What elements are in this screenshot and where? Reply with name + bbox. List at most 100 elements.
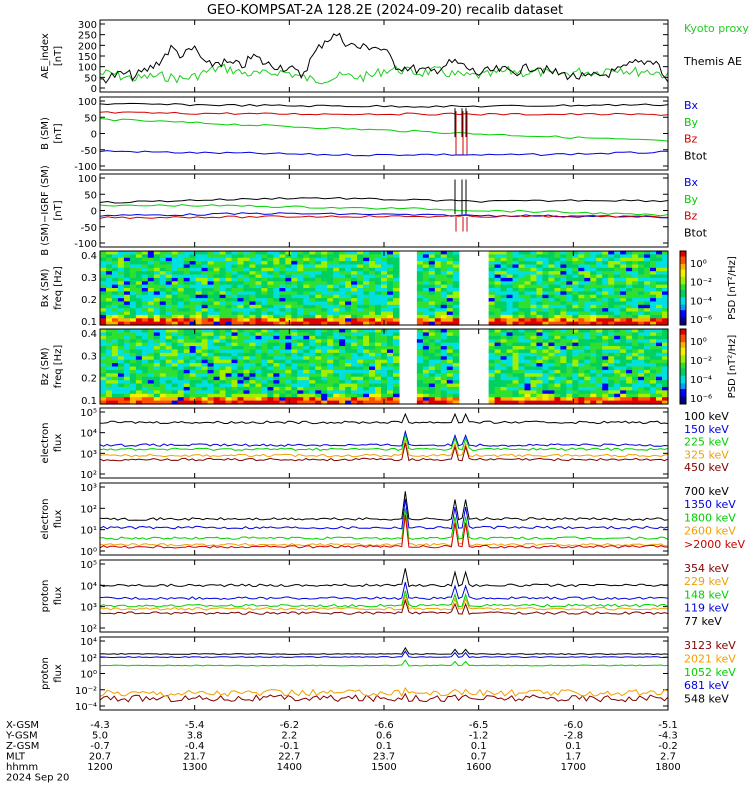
- spectrogram-cell: [512, 397, 520, 402]
- spectrogram-cell: [530, 393, 538, 398]
- spectrogram-cell: [201, 301, 209, 306]
- spectrogram-cell: [632, 397, 639, 402]
- spectrogram-cell: [297, 264, 304, 269]
- spectrogram-cell: [219, 332, 227, 337]
- spectrogram-cell: [662, 332, 669, 337]
- spectrogram-cell: [452, 400, 460, 405]
- y-tick-label: 100: [78, 174, 97, 185]
- spectrogram-cell: [225, 363, 233, 368]
- spectrogram-cell: [584, 349, 591, 354]
- spectrogram-cell: [638, 281, 645, 286]
- spectrogram-cell: [392, 386, 400, 391]
- spectrogram-cell: [620, 380, 627, 385]
- spectrogram-cell: [620, 376, 627, 381]
- spectrogram-cell: [554, 386, 561, 391]
- spectrogram-cell: [392, 284, 400, 289]
- spectrogram-cell: [327, 311, 334, 316]
- spectrogram-cell: [201, 332, 209, 337]
- spectrogram-cell: [297, 294, 304, 299]
- spectrogram-cell: [357, 267, 364, 272]
- spectrogram-cell: [500, 318, 508, 323]
- spectrogram-cell: [321, 267, 328, 272]
- spectrogram-cell: [339, 380, 346, 385]
- spectrogram-cell: [560, 284, 567, 289]
- spectrogram-cell: [273, 291, 280, 296]
- spectrogram-cell: [255, 301, 263, 306]
- spectrogram-cell: [100, 251, 107, 255]
- spectrogram-cell: [111, 342, 119, 347]
- spectrogram-cell: [267, 363, 274, 368]
- spectrogram-cell: [345, 298, 352, 303]
- spectrogram-cell: [351, 257, 358, 262]
- spectrogram-cell: [626, 342, 633, 347]
- spectrogram-cell: [100, 369, 107, 374]
- spectrogram-cell: [100, 277, 107, 282]
- spectrogram-cell: [219, 318, 227, 323]
- spectrogram-cell: [434, 311, 442, 316]
- spectrogram-cell: [536, 335, 544, 340]
- spectrogram-cell: [195, 342, 203, 347]
- spectrogram-cell: [339, 284, 346, 289]
- spectrogram-cell: [231, 393, 239, 398]
- spectrogram-cell: [100, 271, 107, 276]
- spectrogram-cell: [428, 264, 436, 269]
- spectrogram-cell: [195, 335, 203, 340]
- spectrogram-cell: [584, 321, 591, 326]
- spectrogram-cell: [440, 254, 448, 259]
- spectrogram-cell: [375, 335, 382, 340]
- ephemeris-value: -6.5: [469, 720, 489, 731]
- spectrogram-cell: [632, 369, 639, 374]
- spectrogram-cell: [321, 390, 328, 395]
- spectrogram-cell: [500, 339, 508, 344]
- spectrogram-cell: [500, 335, 508, 340]
- spectrogram-cell: [512, 288, 520, 292]
- y-tick-label: 250: [78, 31, 97, 42]
- spectrogram-cell: [566, 386, 573, 391]
- spectrogram-cell: [626, 383, 633, 388]
- spectrogram-cell: [440, 400, 448, 405]
- spectrogram-cell: [578, 329, 585, 334]
- spectrogram-cell: [327, 271, 334, 276]
- spectrogram-cell: [542, 251, 550, 255]
- spectrogram-cell: [297, 321, 304, 326]
- spectrogram-cell: [560, 386, 567, 391]
- spectrogram-cell: [165, 329, 173, 334]
- spectrogram-cell: [309, 376, 316, 381]
- spectrogram-cell: [542, 274, 550, 279]
- spectrogram-cell: [434, 339, 442, 344]
- spectrogram-cell: [261, 254, 269, 259]
- spectrogram-cell: [506, 267, 514, 272]
- spectrogram-cell: [512, 264, 520, 269]
- y-tick-label: 10³: [80, 449, 97, 460]
- spectrogram-cell: [500, 254, 508, 259]
- spectrogram-cell: [123, 264, 131, 269]
- spectrogram-cell: [650, 329, 657, 334]
- spectrogram-cell: [105, 346, 113, 351]
- spectrogram-cell: [644, 284, 651, 289]
- spectrogram-cell: [626, 393, 633, 398]
- spectrogram-cell: [542, 369, 550, 374]
- spectrogram-cell: [542, 281, 550, 286]
- spectrogram-cell: [620, 261, 627, 266]
- spectrogram-cell: [273, 369, 280, 374]
- spectrogram-cell: [285, 298, 292, 303]
- spectrogram-cell: [590, 254, 597, 259]
- spectrogram-cell: [363, 308, 370, 313]
- spectrogram-cell: [357, 393, 364, 398]
- spectrogram-cell: [614, 251, 621, 255]
- spectrogram-cell: [578, 321, 585, 326]
- spectrogram-cell: [147, 311, 155, 316]
- spectrogram-cell: [351, 390, 358, 395]
- spectrogram-cell: [183, 261, 191, 266]
- spectrogram-cell: [506, 366, 514, 371]
- spectrogram-cell: [452, 298, 460, 303]
- spectrogram-cell: [584, 291, 591, 296]
- spectrogram-cell: [123, 366, 131, 371]
- spectrogram-cell: [100, 376, 107, 381]
- spectrogram-cell: [105, 294, 113, 299]
- spectrogram-cell: [452, 383, 460, 388]
- spectrogram-cell: [303, 294, 310, 299]
- spectrogram-cell: [249, 251, 257, 255]
- spectrogram-cell: [345, 352, 352, 357]
- spectrogram-cell: [542, 390, 550, 395]
